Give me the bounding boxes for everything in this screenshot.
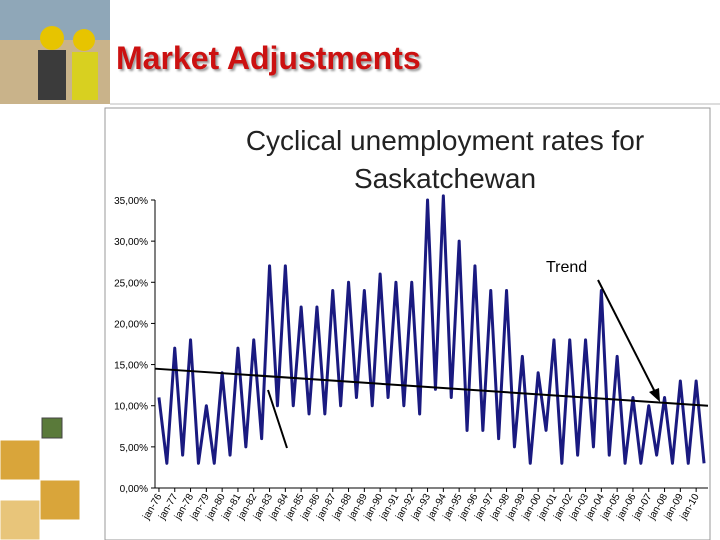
deco-square — [41, 417, 63, 439]
deco-square — [0, 499, 41, 540]
hard-hat — [40, 26, 64, 50]
y-tick-label: 30,00% — [114, 237, 148, 248]
deco-square — [0, 439, 41, 481]
data-line — [157, 194, 706, 465]
annotation: Trend — [546, 259, 587, 276]
annotation-arrow — [597, 279, 657, 395]
slide-title: Market Adjustments — [116, 40, 421, 76]
hard-hat — [73, 29, 95, 51]
y-tick-label: 35,00% — [114, 196, 148, 207]
worker — [38, 50, 66, 100]
trend-line — [154, 367, 709, 407]
arrow-head — [649, 388, 660, 402]
y-tick-label: 5,00% — [120, 443, 148, 454]
chart-frame — [104, 107, 711, 540]
y-tick-label: 20,00% — [114, 319, 148, 330]
worker — [72, 52, 98, 100]
deco-square — [39, 479, 81, 521]
y-tick-label: 25,00% — [114, 278, 148, 289]
y-tick-label: 15,00% — [114, 361, 148, 372]
chart-title: Cyclical unemployment rates for Saskatch… — [245, 125, 645, 194]
y-tick-label: 10,00% — [114, 402, 148, 413]
annotation-line — [267, 389, 288, 449]
y-tick-label: 0,00% — [120, 484, 148, 495]
